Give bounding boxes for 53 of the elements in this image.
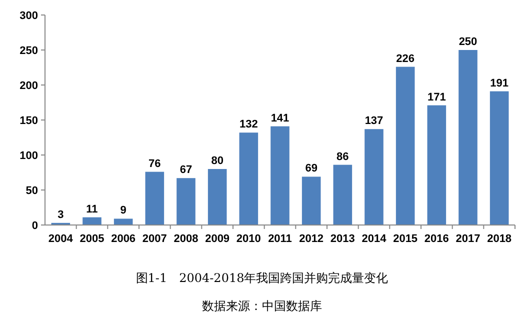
- bar: [364, 129, 384, 225]
- bar: [145, 172, 164, 225]
- x-tick-label: 2010: [236, 233, 261, 245]
- y-tick-label: 150: [20, 115, 38, 127]
- x-tick-label: 2009: [205, 233, 230, 245]
- x-tick-label: 2018: [487, 233, 512, 245]
- data-label: 86: [336, 150, 349, 163]
- data-label: 171: [427, 91, 446, 104]
- bar: [239, 132, 258, 225]
- data-label: 226: [396, 52, 415, 65]
- y-tick-label: 300: [20, 10, 38, 22]
- x-tick-label: 2008: [174, 233, 198, 245]
- source-note: 数据来源：中国数据库: [202, 299, 322, 313]
- y-tick-label: 200: [20, 80, 38, 92]
- text: 图1-1 2004-2018年我国跨国并购完成量变化: [136, 271, 388, 285]
- data-label: 191: [490, 77, 509, 90]
- x-tick-label: 2012: [299, 233, 324, 245]
- x-tick-label: 2015: [393, 233, 418, 245]
- bar: [490, 91, 509, 225]
- data-label: 9: [120, 204, 126, 217]
- data-label: 3: [58, 208, 64, 221]
- x-tick-label: 2014: [362, 233, 388, 245]
- bar: [396, 66, 415, 225]
- data-label: 132: [239, 118, 258, 131]
- bar: [458, 50, 478, 225]
- data-label: 69: [305, 162, 318, 175]
- y-tick-label: 100: [20, 150, 38, 162]
- x-tick-label: 2017: [456, 233, 480, 245]
- data-label: 250: [458, 36, 478, 48]
- data-label: 141: [270, 112, 290, 124]
- x-tick-label: 2004: [48, 233, 74, 245]
- bar: [208, 169, 227, 225]
- data-label: 80: [211, 155, 224, 167]
- bar: [176, 178, 196, 225]
- x-tick-label: 2007: [142, 233, 167, 245]
- bar: [114, 218, 133, 225]
- bar: [333, 164, 352, 225]
- bar: [270, 126, 290, 225]
- data-label: 67: [180, 164, 192, 176]
- bar: [302, 176, 321, 225]
- y-tick-label: 250: [20, 45, 38, 57]
- x-tick-label: 2006: [111, 233, 136, 245]
- data-label: 76: [148, 158, 161, 170]
- x-tick-label: 2011: [268, 233, 292, 245]
- x-tick-label: 2005: [80, 233, 104, 245]
- x-tick-label: 2016: [424, 233, 449, 245]
- data-label: 11: [86, 203, 98, 216]
- x-tick-label: 2013: [330, 233, 355, 245]
- y-tick-label: 0: [32, 220, 38, 232]
- bar: [427, 105, 446, 225]
- y-tick-label: 50: [26, 185, 38, 197]
- bar: [82, 217, 102, 225]
- data-label: 137: [364, 115, 384, 128]
